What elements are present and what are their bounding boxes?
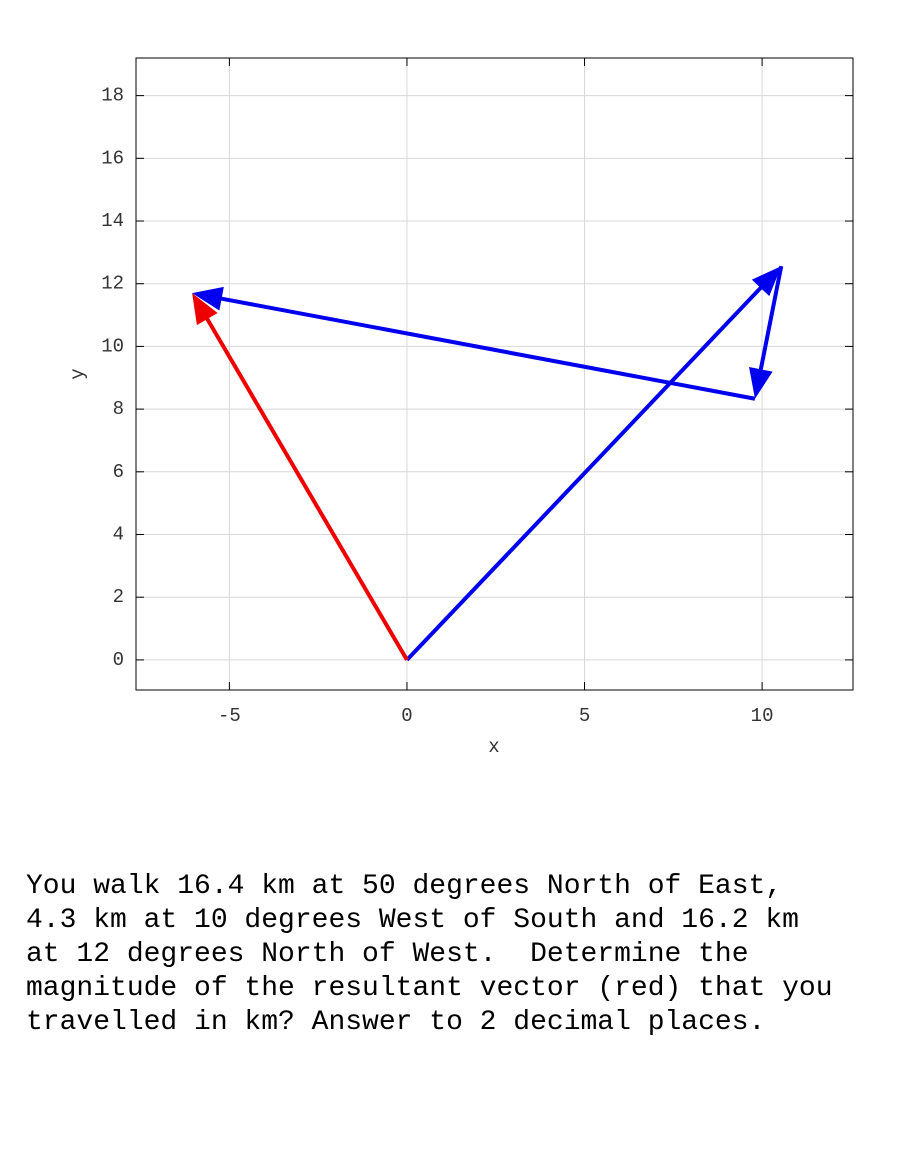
x-axis-label: x	[488, 736, 499, 758]
vector-arrowhead	[192, 293, 218, 326]
question-text: You walk 16.4 km at 50 degrees North of …	[26, 870, 833, 1040]
x-tick-label: 5	[579, 705, 590, 727]
vector-shaft	[758, 265, 784, 372]
question-line: 4.3 km at 10 degrees West of South and 1…	[26, 905, 799, 936]
question-line: magnitude of the resultant vector (red) …	[26, 973, 833, 1004]
y-tick-label: 12	[101, 273, 124, 295]
vector-arrowhead	[751, 266, 782, 297]
y-tick-label: 0	[113, 649, 124, 671]
vector-arrowhead	[192, 286, 224, 311]
y-tick-label: 4	[113, 524, 124, 546]
grid	[136, 58, 853, 690]
y-axis-label: y	[67, 368, 89, 379]
vector-shaft	[219, 296, 756, 401]
ticks	[136, 58, 853, 690]
y-tick-label: 18	[101, 85, 124, 107]
y-tick-label: 10	[101, 335, 124, 357]
plot-frame	[135, 57, 854, 691]
question-line: at 12 degrees North of West. Determine t…	[26, 939, 749, 970]
question-line: You walk 16.4 km at 50 degrees North of …	[26, 871, 783, 902]
y-tick-label: 2	[113, 586, 124, 608]
y-tick-label: 8	[113, 398, 124, 420]
x-tick-label: 0	[401, 705, 412, 727]
y-tick-label: 14	[101, 210, 124, 232]
y-tick-label: 16	[101, 147, 124, 169]
y-tick-label: 6	[113, 461, 124, 483]
vector-shaft	[405, 285, 764, 662]
vector	[405, 266, 782, 662]
vector-arrowhead	[749, 367, 773, 399]
question-line: travelled in km? Answer to 2 decimal pla…	[26, 1007, 766, 1038]
x-tick-label: 10	[751, 705, 774, 727]
vector	[749, 265, 784, 399]
chart: x y -5 0 5 10 0 2 4 6 8 10 12 14 16 18	[67, 57, 854, 758]
vector-shaft	[204, 316, 409, 661]
vector	[192, 293, 409, 661]
vector	[192, 286, 756, 401]
x-tick-label: -5	[218, 705, 241, 727]
